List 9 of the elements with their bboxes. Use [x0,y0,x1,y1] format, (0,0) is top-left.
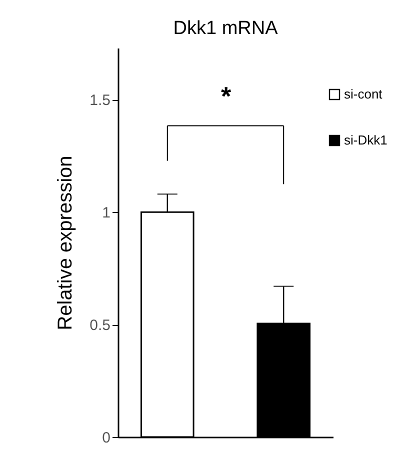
y-tick-label: 1 [102,204,110,222]
y-tick-label: 1.5 [90,92,110,110]
chart-title: Dkk1 mRNA [173,18,278,39]
legend-label: si-Dkk1 [344,132,388,148]
y-tick-label: 0 [102,430,110,446]
y-tick-label: 0.5 [90,317,110,334]
annotation: * [220,80,232,111]
y-axis-title: Relative expression [54,156,77,330]
legend-label: si-cont [344,86,383,102]
